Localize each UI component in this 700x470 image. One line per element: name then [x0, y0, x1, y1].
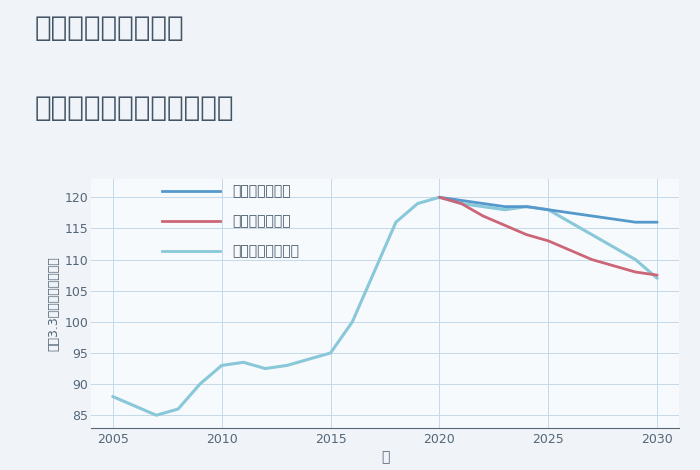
Text: ノーマルシナリオ: ノーマルシナリオ — [232, 244, 299, 258]
Text: バッドシナリオ: バッドシナリオ — [232, 214, 290, 228]
Text: 兵庫県姫路市塩町の: 兵庫県姫路市塩町の — [35, 14, 185, 42]
Y-axis label: 平（3.3㎡）単価（万円）: 平（3.3㎡）単価（万円） — [47, 256, 60, 351]
Text: グッドシナリオ: グッドシナリオ — [232, 184, 290, 198]
Text: 中古マンションの価格推移: 中古マンションの価格推移 — [35, 94, 235, 122]
X-axis label: 年: 年 — [381, 450, 389, 464]
